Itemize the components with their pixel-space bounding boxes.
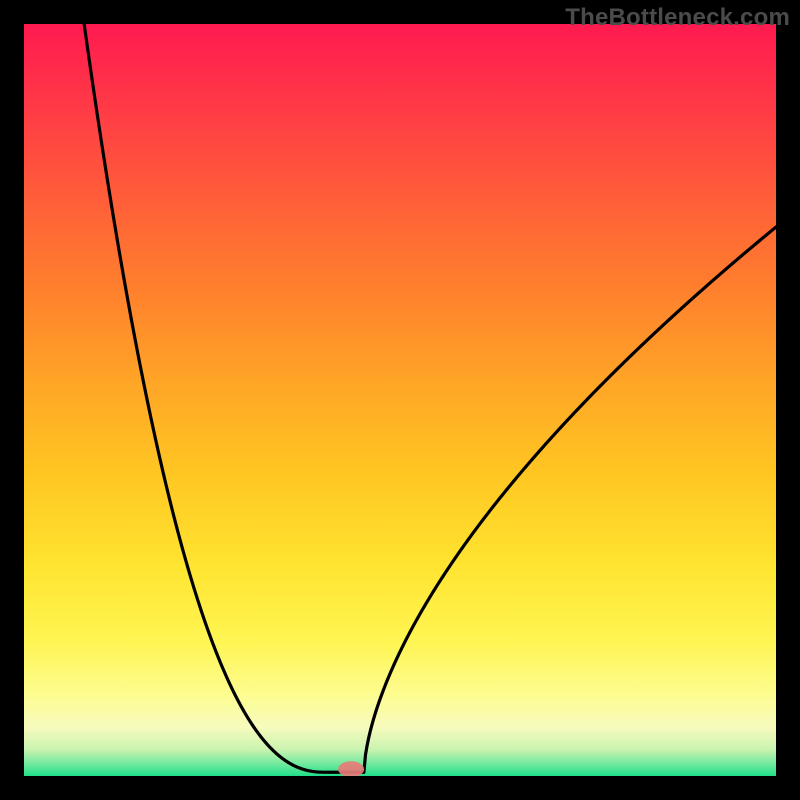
optimum-marker [338, 761, 364, 777]
chart-stage: TheBottleneck.com [0, 0, 800, 800]
gradient-panel [24, 24, 776, 776]
bottleneck-chart [0, 0, 800, 800]
